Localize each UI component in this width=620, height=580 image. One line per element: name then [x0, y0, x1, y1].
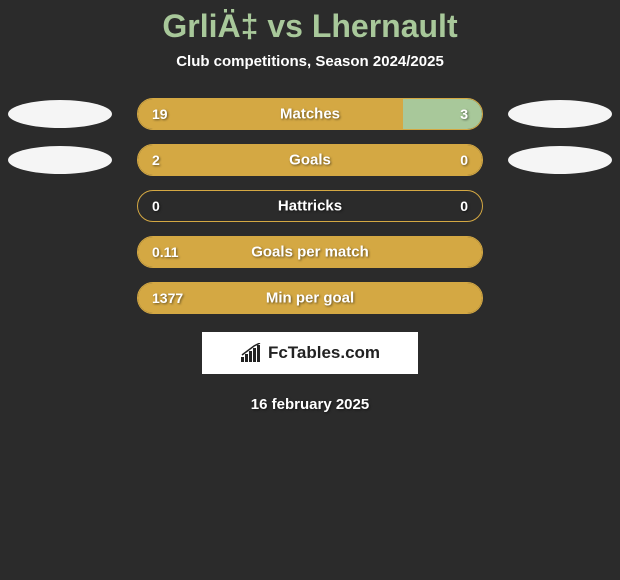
stat-bar: 0 0 Hattricks [137, 190, 483, 222]
stat-bar-left [138, 99, 403, 129]
stat-bar: 2 0 Goals [137, 144, 483, 176]
stat-label: Goals per match [251, 244, 369, 261]
stat-value-right: 0 [460, 152, 468, 168]
date-text: 16 february 2025 [251, 396, 369, 413]
player-ellipse-left [8, 100, 112, 128]
logo-box: FcTables.com [202, 332, 418, 374]
player-ellipse-right [508, 100, 612, 128]
logo-text: FcTables.com [268, 343, 380, 363]
stat-row: 19 3 Matches [0, 98, 620, 130]
comparison-subtitle: Club competitions, Season 2024/2025 [176, 53, 444, 70]
stat-value-left: 1377 [152, 290, 183, 306]
stat-value-left: 2 [152, 152, 160, 168]
stat-value-right: 3 [460, 106, 468, 122]
stat-row: 0 0 Hattricks [0, 190, 620, 222]
stat-bar: 0.11 Goals per match [137, 236, 483, 268]
stat-label: Goals [289, 152, 331, 169]
stat-label: Matches [280, 106, 340, 123]
stat-row: 1377 Min per goal [0, 282, 620, 314]
chart-icon [240, 343, 264, 363]
stats-section: 19 3 Matches 2 0 Goals 0 0 Hattricks 0.11 Goals pe… [0, 98, 620, 314]
stat-bar: 19 3 Matches [137, 98, 483, 130]
stat-row: 2 0 Goals [0, 144, 620, 176]
stat-bar: 1377 Min per goal [137, 282, 483, 314]
stat-value-left: 0.11 [152, 244, 178, 260]
stat-value-left: 0 [152, 198, 160, 214]
stat-value-right: 0 [460, 198, 468, 214]
stat-row: 0.11 Goals per match [0, 236, 620, 268]
comparison-container: GrliÄ‡ vs Lhernault Club competitions, S… [0, 0, 620, 413]
stat-label: Min per goal [266, 290, 354, 307]
player-ellipse-right [508, 146, 612, 174]
stat-label: Hattricks [278, 198, 342, 215]
comparison-title: GrliÄ‡ vs Lhernault [162, 8, 457, 45]
stat-bar-right [403, 99, 482, 129]
player-ellipse-left [8, 146, 112, 174]
stat-value-left: 19 [152, 106, 168, 122]
